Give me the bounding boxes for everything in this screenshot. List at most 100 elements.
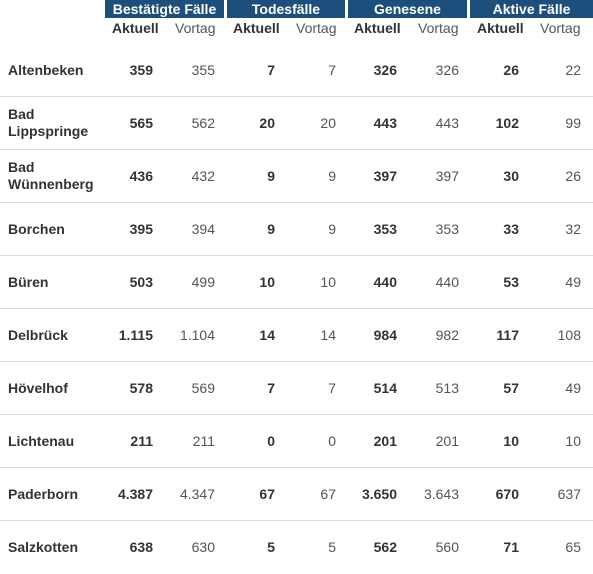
covid-cases-table: Bestätigte Fälle Todesfälle Genesene Akt… <box>0 0 593 555</box>
cell-deaths-current: 7 <box>267 62 275 78</box>
cell-deaths-previous: 0 <box>328 433 336 449</box>
cell-confirmed-previous: 562 <box>191 115 215 131</box>
cell-active-previous: 32 <box>565 221 581 237</box>
cell-active-previous: 108 <box>557 327 581 343</box>
sub-header-row: Aktuell Vortag Aktuell Vortag Aktuell Vo… <box>0 17 593 39</box>
cell-confirmed-previous: 394 <box>191 221 215 237</box>
cell-active-previous: 22 <box>565 62 581 78</box>
cell-deaths-current: 9 <box>267 168 275 184</box>
subheader-current: Aktuell <box>112 20 159 36</box>
cell-deaths-current: 14 <box>259 327 275 343</box>
table-row: Bad Lippspringe 565 562 20 20 443 443 102 99 <box>0 97 593 150</box>
municipality-name: Bad Wünnenberg <box>8 159 94 192</box>
cell-confirmed-current: 578 <box>129 380 153 396</box>
municipality-name: Paderborn <box>8 485 79 502</box>
cell-active-current: 10 <box>503 433 519 449</box>
cell-active-previous: 26 <box>565 168 581 184</box>
subheader-current: Aktuell <box>477 20 524 36</box>
cell-recovered-previous: 513 <box>435 380 459 396</box>
cell-active-current: 117 <box>496 327 519 343</box>
cell-deaths-previous: 67 <box>320 486 336 502</box>
group-header-deaths: Todesfälle <box>227 0 345 18</box>
municipality-name: Büren <box>8 273 49 290</box>
cell-deaths-previous: 20 <box>320 115 336 131</box>
municipality-name: Bad Lippspringe <box>8 106 89 139</box>
municipality-name: Hövelhof <box>8 379 68 396</box>
cell-active-current: 57 <box>503 380 519 396</box>
cell-deaths-previous: 5 <box>328 539 336 555</box>
cell-deaths-current: 0 <box>267 433 275 449</box>
cell-deaths-previous: 9 <box>328 168 336 184</box>
cell-confirmed-previous: 432 <box>191 168 215 184</box>
municipality-name: Borchen <box>8 220 65 237</box>
cell-recovered-previous: 3.643 <box>423 486 459 502</box>
cell-active-previous: 10 <box>565 433 581 449</box>
subheader-previous: Vortag <box>418 20 459 36</box>
table-row: Salzkotten 638 630 5 5 562 560 71 65 <box>0 521 593 574</box>
subheader-previous: Vortag <box>175 20 216 36</box>
subheader-previous: Vortag <box>540 20 581 36</box>
cell-recovered-current: 353 <box>373 221 397 237</box>
cell-deaths-previous: 7 <box>328 380 336 396</box>
cell-confirmed-previous: 4.347 <box>179 486 215 502</box>
cell-active-current: 30 <box>503 168 519 184</box>
table-row: Borchen 395 394 9 9 353 353 33 32 <box>0 203 593 256</box>
table-row: Bad Wünnenberg 436 432 9 9 397 397 30 26 <box>0 150 593 203</box>
cell-active-previous: 49 <box>565 380 581 396</box>
cell-recovered-current: 201 <box>373 433 397 449</box>
cell-recovered-current: 443 <box>373 115 397 131</box>
cell-deaths-current: 10 <box>259 274 275 290</box>
cell-active-current: 53 <box>503 274 519 290</box>
municipality-name: Delbrück <box>8 326 68 343</box>
cell-confirmed-previous: 1.104 <box>179 327 215 343</box>
subheader-previous: Vortag <box>296 20 337 36</box>
cell-confirmed-current: 436 <box>129 168 153 184</box>
cell-confirmed-current: 4.387 <box>117 486 153 502</box>
cell-active-previous: 99 <box>565 115 581 131</box>
cell-recovered-previous: 982 <box>435 327 459 343</box>
cell-recovered-current: 562 <box>373 539 397 555</box>
cell-deaths-previous: 10 <box>320 274 336 290</box>
cell-deaths-current: 5 <box>267 539 275 555</box>
cell-active-current: 670 <box>495 486 519 502</box>
cell-deaths-current: 7 <box>267 380 275 396</box>
cell-recovered-current: 514 <box>373 380 397 396</box>
cell-confirmed-current: 395 <box>129 221 153 237</box>
cell-recovered-previous: 201 <box>435 433 459 449</box>
cell-confirmed-current: 359 <box>129 62 153 78</box>
cell-deaths-previous: 9 <box>328 221 336 237</box>
cell-recovered-previous: 443 <box>435 115 459 131</box>
cell-active-current: 102 <box>495 115 519 131</box>
cell-recovered-current: 326 <box>373 62 397 78</box>
cell-active-previous: 49 <box>565 274 581 290</box>
cell-recovered-current: 984 <box>373 327 397 343</box>
cell-deaths-previous: 14 <box>320 327 336 343</box>
cell-confirmed-current: 211 <box>130 433 153 449</box>
group-header-recovered: Genesene <box>348 0 467 18</box>
group-header-confirmed: Bestätigte Fälle <box>105 0 224 18</box>
cell-recovered-current: 397 <box>373 168 397 184</box>
cell-deaths-current: 20 <box>259 115 275 131</box>
group-header-row: Bestätigte Fälle Todesfälle Genesene Akt… <box>0 0 593 18</box>
cell-recovered-current: 3.650 <box>361 486 397 502</box>
cell-confirmed-current: 565 <box>129 115 153 131</box>
table-row: Hövelhof 578 569 7 7 514 513 57 49 <box>0 362 593 415</box>
cell-confirmed-previous: 630 <box>191 539 215 555</box>
cell-confirmed-previous: 355 <box>191 62 215 78</box>
cell-confirmed-previous: 499 <box>191 274 215 290</box>
cell-active-current: 33 <box>503 221 519 237</box>
group-header-active: Aktive Fälle <box>470 0 593 18</box>
cell-recovered-previous: 560 <box>435 539 459 555</box>
cell-active-previous: 65 <box>565 539 581 555</box>
municipality-name: Altenbeken <box>8 61 84 78</box>
table-row: Delbrück 1.115 1.104 14 14 984 982 117 108 <box>0 309 593 362</box>
subheader-current: Aktuell <box>354 20 401 36</box>
cell-confirmed-current: 1.115 <box>118 327 153 343</box>
cell-active-previous: 637 <box>557 486 581 502</box>
table-row: Paderborn 4.387 4.347 67 67 3.650 3.643 670 637 <box>0 468 593 521</box>
cell-confirmed-current: 503 <box>129 274 153 290</box>
table-body: Altenbeken 359 355 7 7 326 326 26 22 Bad Lippspri… <box>0 44 593 574</box>
cell-active-current: 71 <box>503 539 519 555</box>
cell-recovered-previous: 397 <box>435 168 459 184</box>
cell-recovered-current: 440 <box>373 274 397 290</box>
